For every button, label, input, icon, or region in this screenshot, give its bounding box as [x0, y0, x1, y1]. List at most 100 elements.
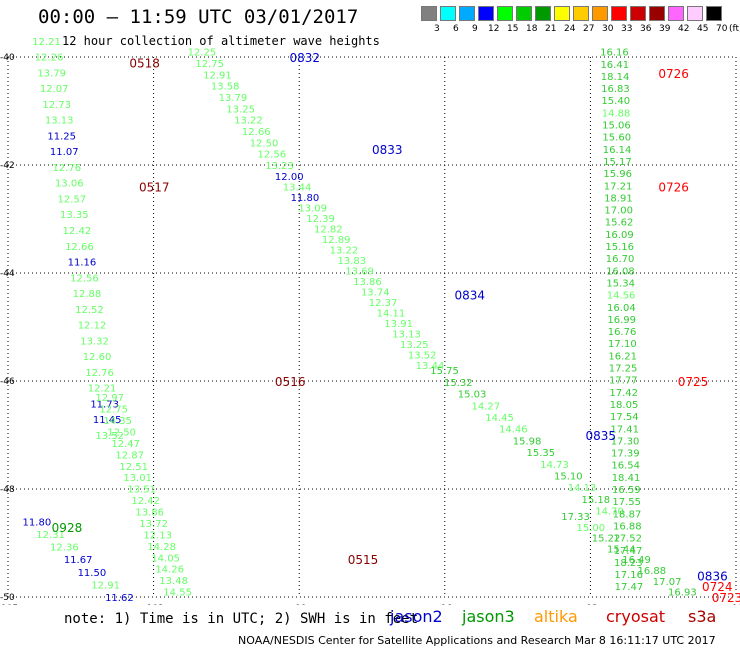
wave-height-value: 12.12 — [78, 321, 107, 332]
wave-height-value: 15.00 — [577, 523, 606, 534]
pass-time-label: 0833 — [372, 143, 403, 157]
wave-height-value: 13.86 — [353, 277, 382, 288]
legend-item: jason2 — [390, 607, 443, 626]
colorbar-label: 21 — [545, 24, 557, 34]
wave-height-value: 15.16 — [605, 242, 634, 253]
footer-credit: NOAA/NESDIS Center for Satellite Applica… — [238, 634, 716, 647]
colorbar-swatch — [668, 6, 684, 21]
wave-height-value: 12.51 — [119, 462, 148, 473]
pass-time-label: 0836 — [697, 569, 728, 583]
wave-height-value: 18.23 — [614, 558, 643, 569]
wave-height-value: 12.89 — [322, 235, 351, 246]
y-tick-label: -48 — [0, 485, 15, 495]
wave-height-value: 14.56 — [607, 291, 636, 302]
wave-height-value: 12.66 — [242, 127, 271, 138]
wave-height-value: 15.96 — [603, 169, 632, 180]
wave-height-value: 17.55 — [612, 497, 641, 508]
wave-height-value: 12.26 — [35, 53, 64, 64]
wave-height-value: 11.80 — [291, 193, 320, 204]
pass-time-label: 0723 — [712, 591, 740, 605]
wave-height-value: 18.41 — [612, 473, 641, 484]
wave-height-value: 13.25 — [226, 104, 255, 115]
wave-height-value: 13.23 — [265, 161, 294, 172]
pass-time-label: 0518 — [129, 56, 160, 70]
wave-height-value: 13.13 — [392, 329, 421, 340]
wave-height-value: 12.36 — [50, 543, 79, 554]
wave-height-value: 14.55 — [163, 588, 192, 599]
wave-height-value: 15.44 — [607, 544, 636, 555]
wave-height-value: 13.48 — [159, 576, 188, 587]
wave-height-value: 12.37 — [369, 298, 398, 309]
wave-height-value: 14.88 — [602, 108, 631, 119]
wave-height-value: 12.76 — [52, 163, 81, 174]
wave-height-value: 12.00 — [275, 172, 304, 183]
wave-height-value: 13.86 — [135, 508, 164, 519]
wave-height-value: 12.76 — [85, 368, 114, 379]
wave-height-value: 11.73 — [90, 399, 119, 410]
wave-height-value: 11.67 — [64, 555, 93, 566]
colorbar-label: 27 — [583, 24, 595, 34]
wave-height-value: 15.75 — [430, 366, 459, 377]
wave-height-value: 15.17 — [603, 157, 632, 168]
colorbar-swatch — [649, 6, 665, 21]
colorbar-label: 9 — [472, 24, 478, 34]
wave-height-value: 15.34 — [606, 278, 635, 289]
colorbar-label: 70 — [716, 24, 728, 34]
wave-height-value: 14.05 — [151, 553, 180, 564]
pass-time-label: 0515 — [348, 553, 379, 567]
wave-height-value: 18.05 — [610, 400, 639, 411]
colorbar-label: 45 — [697, 24, 709, 34]
colorbar-swatch — [440, 6, 456, 21]
wave-height-value: 13.58 — [211, 82, 240, 93]
wave-height-value: 12.52 — [75, 305, 104, 316]
pass-time-label: 0725 — [678, 375, 709, 389]
altimeter-map: -105 -102 -99 -96 -93 -90 -40 -42 -44 -46 -48 -50 12… — [0, 37, 740, 605]
wave-height-value: 14.27 — [471, 401, 500, 412]
wave-height-value: 12.21 — [88, 384, 117, 395]
wave-height-value: 11.62 — [105, 593, 134, 604]
wave-height-value: 14.70 — [595, 507, 624, 518]
colorbar-swatch — [611, 6, 627, 21]
wave-height-value: 13.44 — [416, 361, 445, 372]
wave-height-value: 17.10 — [608, 339, 637, 350]
wave-height-value: 15.60 — [602, 133, 631, 144]
wave-height-value: 13.35 — [60, 210, 89, 221]
colorbar-label: (ft) — [729, 24, 740, 34]
wave-height-value: 13.09 — [298, 203, 327, 214]
wave-height-value: 14.46 — [499, 425, 528, 436]
x-tick-label: -105 — [0, 604, 18, 605]
wave-height-value: 14.73 — [540, 460, 569, 471]
colorbar-label: 24 — [564, 24, 576, 34]
wave-height-value: 13.79 — [219, 93, 248, 104]
colorbar-swatch — [554, 6, 570, 21]
wave-height-value: 12.31 — [36, 530, 65, 541]
wave-height-value: 17.25 — [609, 364, 638, 375]
wave-height-value: 12.07 — [40, 84, 69, 95]
wave-height-value: 16.21 — [608, 351, 637, 362]
wave-height-value: 13.22 — [330, 245, 359, 256]
wave-height-value: 11.50 — [78, 568, 107, 579]
colorbar-swatch — [516, 6, 532, 21]
wave-height-value: 15.06 — [602, 121, 631, 132]
colorbar-swatch — [459, 6, 475, 21]
wave-height-value: 16.99 — [607, 315, 636, 326]
wave-height-value: 12.87 — [115, 450, 144, 461]
colorbar-swatch — [706, 6, 722, 21]
x-tick-label: -102 — [143, 604, 163, 605]
wave-height-value: 13.06 — [55, 179, 84, 190]
colorbar-label: 18 — [526, 24, 538, 34]
wave-height-value: 18.91 — [604, 193, 633, 204]
x-tick-label: -99 — [292, 604, 307, 605]
wave-height-value: 15.18 — [582, 495, 611, 506]
pass-time-label: 0834 — [455, 289, 486, 303]
y-tick-label: -40 — [0, 53, 15, 63]
wave-height-value: 12.75 — [195, 59, 224, 70]
wave-height-value: 11.07 — [50, 147, 79, 158]
wave-height-value: 18.14 — [601, 72, 630, 83]
colorbar-swatch — [573, 6, 589, 21]
wave-height-value: 12.57 — [58, 194, 87, 205]
wave-height-value: 12.25 — [188, 48, 217, 59]
wave-height-value: 17.47 — [615, 582, 644, 593]
wave-height-value: 15.32 — [444, 378, 473, 389]
wave-height-value: 12.66 — [65, 242, 94, 253]
